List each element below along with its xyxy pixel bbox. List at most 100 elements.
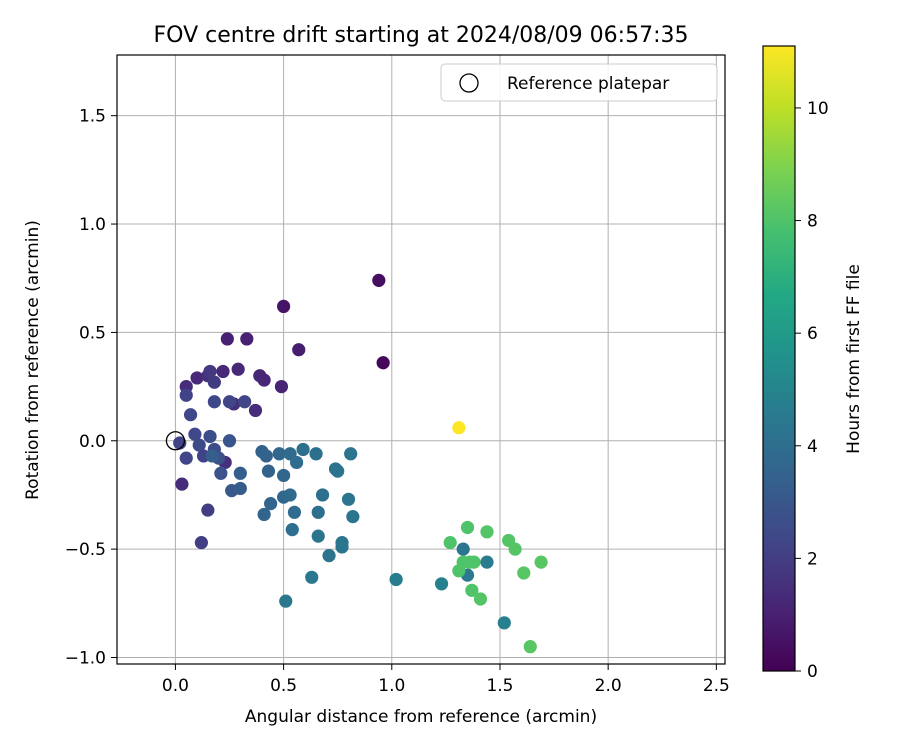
scatter-point xyxy=(272,447,286,461)
scatter-point xyxy=(508,542,522,556)
grid-lines xyxy=(117,55,725,664)
x-axis-label: Angular distance from reference (arcmin) xyxy=(245,707,597,727)
scatter-points xyxy=(173,273,548,654)
scatter-point xyxy=(331,464,345,478)
scatter-point xyxy=(183,408,198,422)
scatter-point xyxy=(285,523,299,537)
scatter-point xyxy=(240,332,254,346)
scatter-point xyxy=(480,525,494,539)
scatter-point xyxy=(452,421,466,435)
scatter-point xyxy=(264,497,278,511)
scatter-point xyxy=(523,640,537,654)
scatter-point xyxy=(389,572,403,587)
scatter-point xyxy=(311,505,325,519)
reference-point xyxy=(165,431,186,451)
x-tick-label: 0.0 xyxy=(162,676,189,696)
scatter-point xyxy=(205,449,219,463)
y-axis-label: Rotation from reference (arcmin) xyxy=(23,220,43,500)
scatter-point xyxy=(283,488,297,502)
y-tick-label: 1.5 xyxy=(79,107,106,127)
scatter-point xyxy=(376,356,390,370)
scatter-point xyxy=(216,364,230,379)
scatter-point xyxy=(257,507,271,522)
scatter-point xyxy=(231,362,245,376)
scatter-point xyxy=(289,455,304,470)
scatter-point xyxy=(341,492,356,506)
scatter-point xyxy=(497,616,511,630)
scatter-point xyxy=(292,343,306,357)
colorbar-label: Hours from first FF file xyxy=(844,264,864,454)
x-tick-label: 0.5 xyxy=(270,676,297,696)
scatter-point xyxy=(473,592,488,606)
scatter-point xyxy=(434,577,449,591)
legend-label-reference: Reference platepar xyxy=(507,74,669,94)
scatter-point xyxy=(277,468,291,483)
x-tick-label: 2.0 xyxy=(595,676,622,696)
scatter-point xyxy=(192,438,206,452)
scatter-point xyxy=(222,395,237,409)
scatter-point xyxy=(175,477,189,491)
scatter-point xyxy=(296,442,310,457)
scatter-point xyxy=(194,536,208,550)
colorbar-gradient xyxy=(762,45,796,672)
x-tick-label: 2.5 xyxy=(703,676,730,696)
scatter-point xyxy=(443,536,457,550)
scatter-point xyxy=(311,529,325,543)
scatter-point xyxy=(203,429,217,444)
x-tick-label: 1.0 xyxy=(378,676,405,696)
y-tick-label: 1.0 xyxy=(79,215,106,235)
y-tick-label: 0.0 xyxy=(79,432,106,452)
scatter-point xyxy=(517,566,531,580)
scatter-point xyxy=(335,540,349,554)
scatter-point xyxy=(248,403,263,418)
colorbar-tick-label: 8 xyxy=(807,212,818,232)
scatter-point xyxy=(257,373,271,387)
legend-marker-reference xyxy=(459,73,479,93)
scatter-point xyxy=(287,505,302,519)
y-tick-label: −1.0 xyxy=(65,648,106,668)
scatter-point xyxy=(456,542,470,556)
scatter-point xyxy=(534,555,548,569)
scatter-point xyxy=(214,466,228,480)
scatter-point xyxy=(222,434,237,448)
scatter-point xyxy=(309,447,323,461)
scatter-point xyxy=(480,555,494,569)
scatter-point xyxy=(190,371,204,385)
scatter-point xyxy=(372,273,386,287)
colorbar-tick-label: 10 xyxy=(807,99,829,119)
scatter-point xyxy=(315,488,330,502)
scatter-point xyxy=(233,466,247,480)
scatter-point xyxy=(259,449,273,463)
scatter-point xyxy=(274,379,289,394)
scatter-point xyxy=(346,510,360,524)
chart-title: FOV centre drift starting at 2024/08/09 … xyxy=(154,23,689,48)
colorbar-ticks: 0 2 4 6 8 10 xyxy=(795,99,829,682)
scatter-point xyxy=(279,594,293,608)
x-tick-label: 1.5 xyxy=(486,676,513,696)
scatter-point xyxy=(238,395,252,409)
scatter-point xyxy=(305,570,319,584)
axes-frame xyxy=(116,54,726,665)
scatter-point xyxy=(261,464,276,478)
scatter-point xyxy=(344,447,358,461)
scatter-point xyxy=(179,451,193,465)
scatter-point xyxy=(465,583,479,597)
y-tick-label: 0.5 xyxy=(79,323,106,343)
colorbar-tick-label: 6 xyxy=(807,324,818,344)
scatter-point xyxy=(203,364,217,379)
scatter-point xyxy=(220,332,234,346)
scatter-point xyxy=(188,427,202,441)
x-axis-ticks: 0.0 0.5 1.0 1.5 2.0 2.5 xyxy=(162,664,730,696)
scatter-point xyxy=(460,520,475,535)
scatter-point xyxy=(277,299,291,314)
colorbar: 0 2 4 6 8 10 Hours from first FF file xyxy=(762,45,864,682)
legend-box xyxy=(440,63,718,102)
legend: Reference platepar xyxy=(440,63,718,102)
scatter-point xyxy=(322,549,336,563)
scatter-point xyxy=(207,375,221,389)
scatter-point xyxy=(201,503,215,517)
y-axis-ticks: −1.0 −0.5 0.0 0.5 1.0 1.5 xyxy=(65,107,117,668)
colorbar-tick-label: 2 xyxy=(807,549,818,569)
colorbar-tick-label: 0 xyxy=(807,662,818,682)
